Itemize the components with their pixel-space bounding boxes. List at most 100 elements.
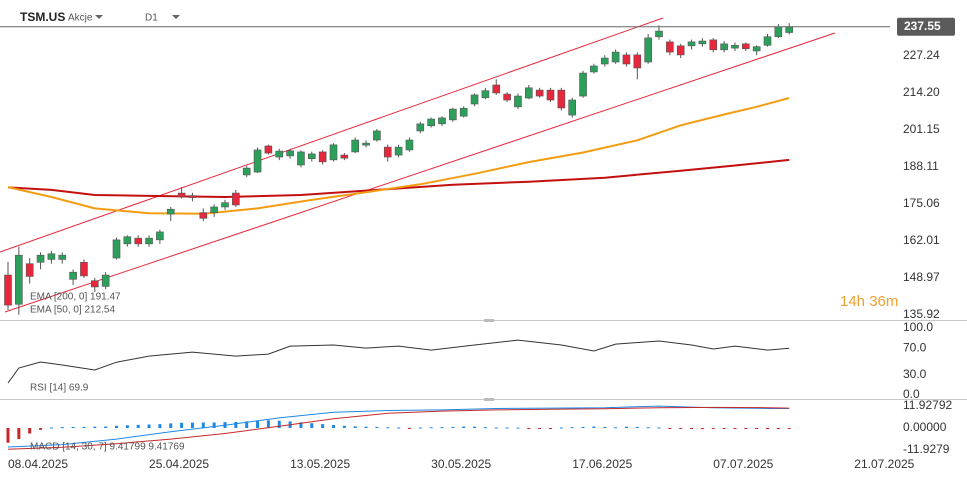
histogram-bar xyxy=(147,424,151,428)
candle-body xyxy=(459,107,468,117)
histogram-bar xyxy=(114,425,118,428)
candle-body xyxy=(101,274,110,287)
histogram-bar xyxy=(527,428,531,429)
histogram-bar xyxy=(787,428,791,429)
candle-body xyxy=(698,40,707,45)
candle-body xyxy=(687,41,696,47)
histogram-bar xyxy=(668,428,672,429)
histogram-bar xyxy=(299,422,303,428)
candle-body xyxy=(546,89,555,101)
candle-body xyxy=(373,130,381,141)
histogram-bar xyxy=(483,427,487,429)
candle-body xyxy=(720,43,728,51)
interval[interactable]: D1 xyxy=(145,13,158,24)
candle-body xyxy=(492,84,501,94)
candle-body xyxy=(156,231,164,241)
histogram-bar xyxy=(744,428,748,429)
histogram-bar xyxy=(462,426,466,428)
candle-body xyxy=(709,39,718,51)
candle-body xyxy=(362,142,370,146)
indicator-line xyxy=(7,405,790,448)
candle-body xyxy=(166,208,175,215)
candle-body xyxy=(481,90,490,99)
y-tick-label: 201.15 xyxy=(903,122,940,136)
plot-layer: 237.55 EMA [200, 0] 191.47 EMA [50, 0] 212… xyxy=(0,17,955,471)
x-tick-label: 17.06.2025 xyxy=(572,457,632,471)
histogram-bar xyxy=(28,428,32,434)
histogram-bar xyxy=(245,421,249,428)
candle-body xyxy=(525,87,533,99)
candle-body xyxy=(633,54,642,69)
candle-body xyxy=(80,261,88,277)
indicator-line xyxy=(7,97,790,215)
dropdown-caret[interactable] xyxy=(95,15,103,19)
candle-body xyxy=(449,108,457,121)
candle-body xyxy=(340,154,349,159)
histogram-bar xyxy=(722,428,726,429)
candle-body xyxy=(774,26,783,38)
histogram-bar xyxy=(342,425,346,428)
histogram-bar xyxy=(614,427,618,429)
candle-body xyxy=(600,57,609,65)
candle-body xyxy=(69,271,77,280)
histogram-bar xyxy=(6,428,10,443)
candle-body xyxy=(655,30,663,38)
panel-handle[interactable] xyxy=(484,319,494,322)
y-tick-label: 214.20 xyxy=(903,85,940,99)
candle-body xyxy=(90,280,99,288)
histogram-bar xyxy=(364,426,368,428)
candle-body xyxy=(416,123,425,132)
candle-body xyxy=(351,139,359,153)
histogram-bar xyxy=(657,427,661,429)
candle-body xyxy=(731,44,739,49)
histogram-bar xyxy=(375,426,379,428)
histogram-bar xyxy=(125,425,129,428)
candle-body xyxy=(47,253,56,260)
x-tick-label: 30.05.2025 xyxy=(431,457,491,471)
histogram-bar xyxy=(473,426,477,428)
y-tick-label: 227.24 xyxy=(903,48,940,62)
histogram-bar xyxy=(418,427,422,429)
candle-body xyxy=(307,153,316,160)
candle-body xyxy=(383,146,392,158)
histogram-bar xyxy=(321,424,325,428)
histogram-bar xyxy=(679,428,683,429)
y-tick-label: 30.0 xyxy=(903,367,927,381)
channel-line xyxy=(0,17,664,253)
indicator-line xyxy=(7,339,790,384)
candle-body xyxy=(58,254,67,260)
legend-entry: EMA [50, 0] 212.54 xyxy=(30,305,115,316)
histogram-bar xyxy=(71,426,75,428)
y-tick-label: 70.0 xyxy=(903,340,927,354)
indicator-legend: MACD [14, 30, 7] 9.41799 9.41769 xyxy=(30,442,185,453)
histogram-bar xyxy=(169,423,173,428)
histogram-bar xyxy=(39,428,43,430)
histogram-bar xyxy=(353,426,357,428)
symbol[interactable]: TSM.US xyxy=(20,10,65,24)
candle-body xyxy=(36,254,45,263)
histogram-bar xyxy=(386,427,390,429)
legend-entry: EMA [200, 0] 191.47 xyxy=(30,292,121,303)
candle-body xyxy=(579,72,587,97)
x-tick-label: 08.04.2025 xyxy=(8,457,68,471)
candle-body xyxy=(145,237,153,245)
histogram-bar xyxy=(158,424,162,428)
candle-body xyxy=(742,43,750,49)
panel-handle[interactable] xyxy=(484,398,494,401)
candle-body xyxy=(177,192,186,198)
y-tick-label: 11.92792 xyxy=(903,398,952,412)
y-tick-label: 100.0 xyxy=(903,320,933,334)
histogram-bar xyxy=(766,428,770,430)
dropdown-caret[interactable] xyxy=(172,15,180,19)
candle-body xyxy=(568,99,577,116)
candle-body xyxy=(676,45,685,56)
candle-body xyxy=(611,51,620,63)
channel-line xyxy=(4,32,836,313)
candle-body xyxy=(557,89,566,109)
candle-body xyxy=(297,151,305,166)
candle-body xyxy=(188,195,197,198)
histogram-bar xyxy=(451,426,455,428)
candle-body xyxy=(666,41,674,53)
